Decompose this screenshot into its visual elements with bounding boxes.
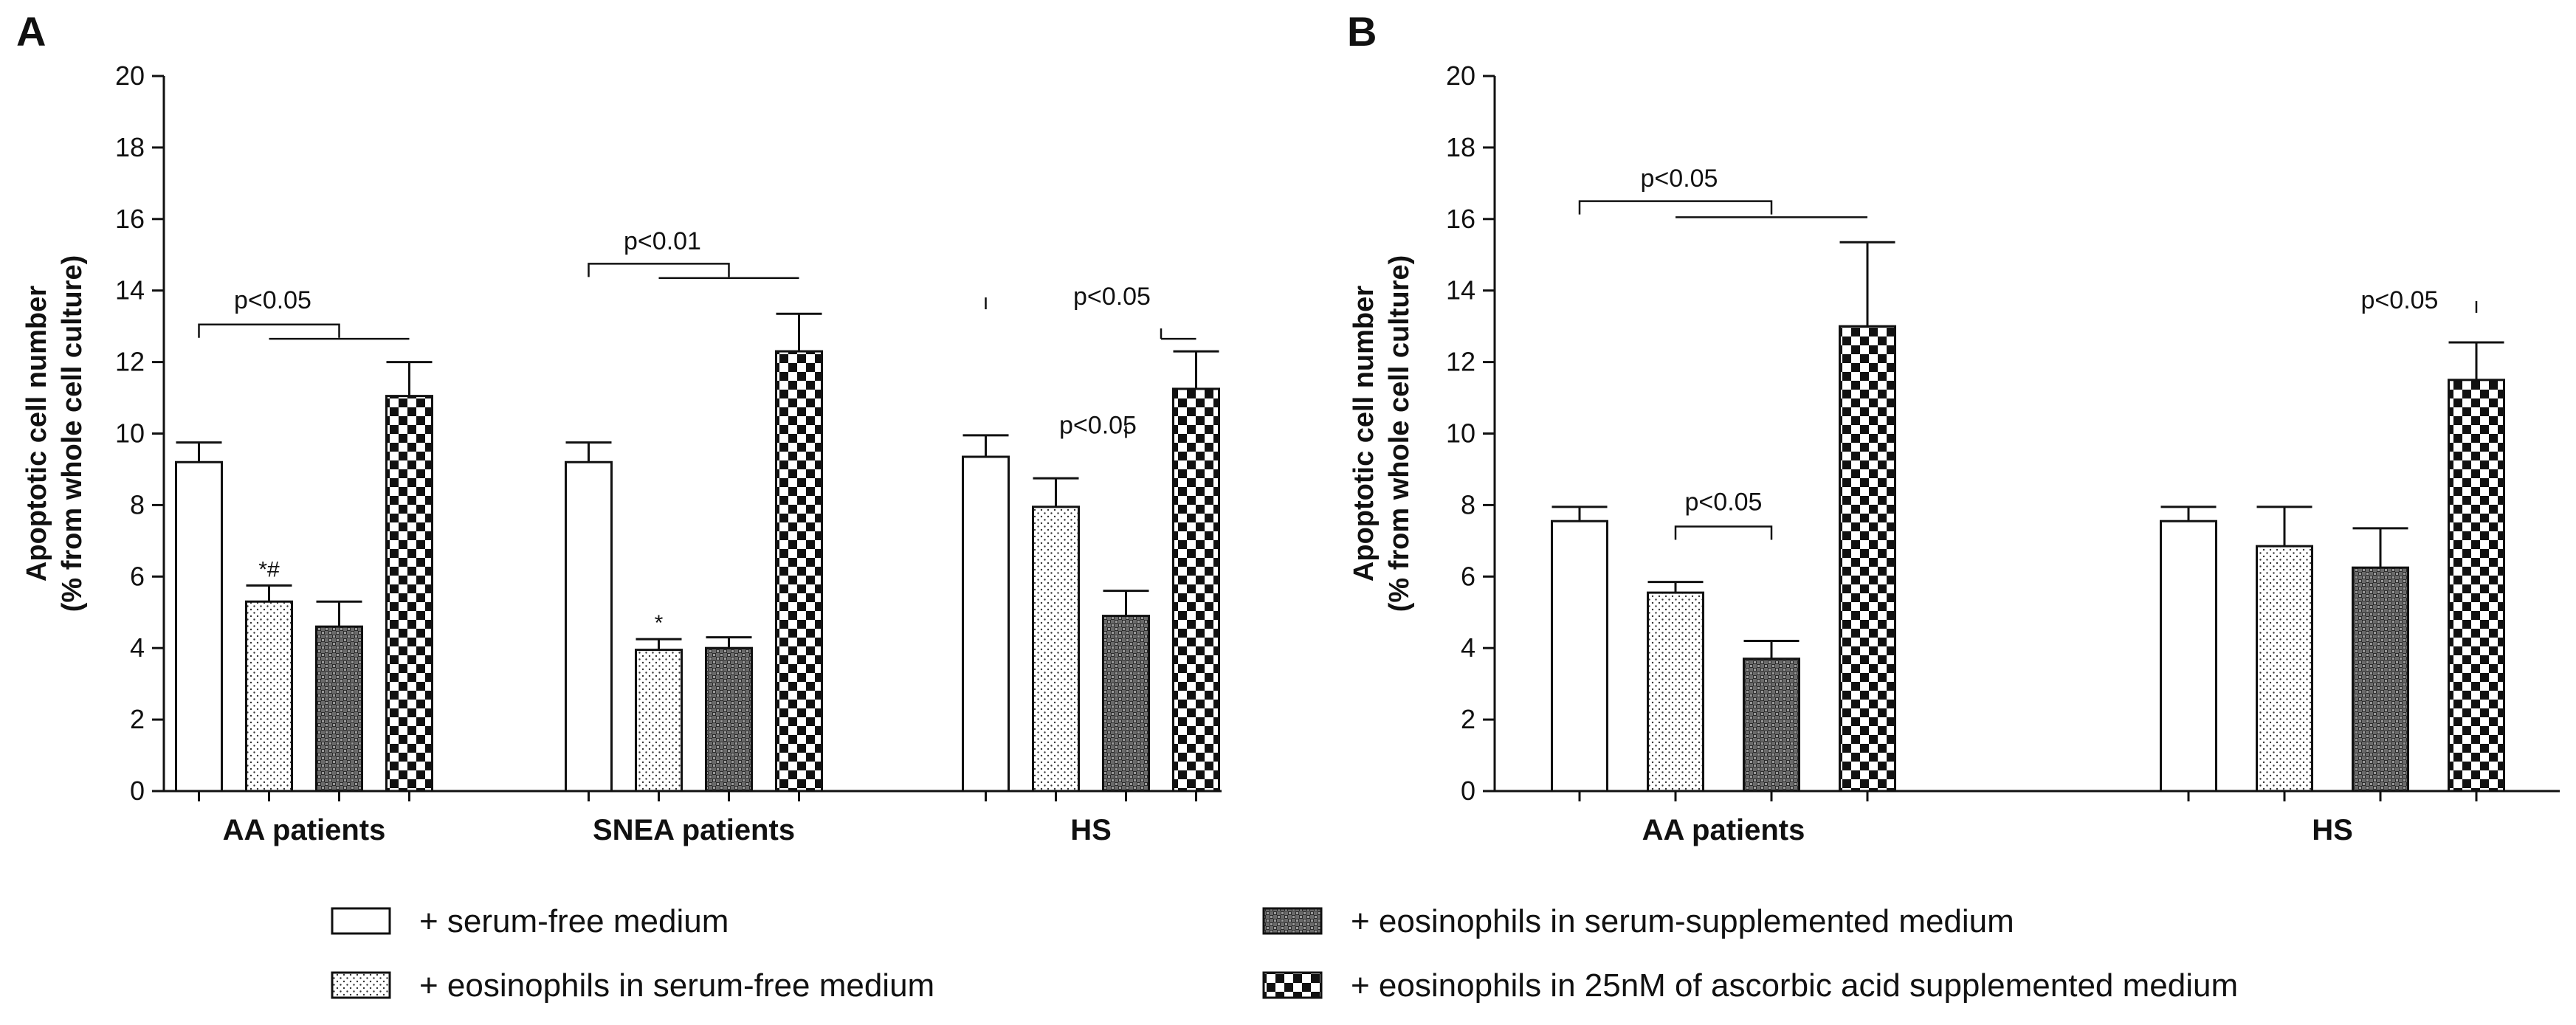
- y-tick-label: 12: [1446, 347, 1475, 377]
- category-label: HS: [2312, 814, 2353, 846]
- y-axis-label: Apoptotic cell number: [21, 286, 52, 581]
- legend-label: + eosinophils in 25nM of ascorbic acid s…: [1351, 967, 2238, 1004]
- p-value-label: p<0.05: [1641, 165, 1718, 193]
- y-tick-label: 8: [130, 489, 145, 520]
- significance-bracket: [1578, 200, 1773, 215]
- bar: [315, 625, 363, 793]
- legend-label: + serum-free medium: [419, 903, 729, 939]
- y-tick-label: 16: [115, 204, 145, 234]
- y-tick-label: 16: [1446, 204, 1475, 234]
- bar: [705, 646, 753, 793]
- y-axis-label: (% from whole cell culture): [57, 255, 88, 612]
- y-tick-label: 12: [115, 347, 145, 377]
- y-tick-label: 2: [130, 704, 145, 734]
- y-tick-label: 10: [1446, 418, 1475, 449]
- bar: [962, 455, 1010, 793]
- bar: [1102, 615, 1150, 793]
- y-tick-label: 4: [130, 632, 145, 663]
- bar: [175, 460, 223, 793]
- significance-marker: *: [655, 611, 664, 635]
- y-tick-label: 14: [115, 275, 145, 306]
- legend-swatch: [331, 971, 391, 999]
- p-value-label: p<0.05: [1059, 412, 1137, 440]
- y-tick-label: 6: [130, 561, 145, 591]
- bar: [565, 460, 613, 793]
- significance-bracket: [588, 263, 730, 277]
- y-tick-label: 14: [1446, 275, 1475, 306]
- p-value-label: p<0.05: [1685, 489, 1763, 517]
- p-value-label: p<0.01: [624, 227, 701, 255]
- p-value-label: p<0.05: [1073, 283, 1151, 311]
- panel-letter: A: [16, 8, 46, 55]
- y-tick-label: 0: [130, 776, 145, 806]
- bar: [775, 350, 823, 793]
- y-axis-label: (% from whole cell culture): [1384, 255, 1415, 612]
- bar: [245, 600, 293, 793]
- bar: [1551, 520, 1608, 793]
- p-value-label: p<0.05: [2361, 286, 2439, 314]
- significance-bracket: [1674, 525, 1773, 540]
- bar: [2160, 520, 2217, 793]
- significance-marker: *#: [258, 557, 280, 581]
- panel-letter: B: [1347, 8, 1377, 55]
- bar: [385, 395, 433, 793]
- bar: [1172, 387, 1220, 793]
- panel-b-chart: B 0 2 4 6 8 10 12 14 16 18 20 Apoptotic cell number(…: [1347, 8, 2560, 846]
- legend-swatch: [331, 907, 391, 935]
- panel-a-chart: A 0 2 4 6 8 10 12 14 16 18 20 Apoptotic cell number(…: [16, 8, 1222, 846]
- bar: [1743, 658, 1800, 793]
- legend-swatch: [1262, 971, 1323, 999]
- bar: [1839, 325, 1896, 793]
- legend: + serum-free medium + eosinophils in seru…: [331, 903, 2238, 1004]
- significance-bracket: [198, 323, 340, 338]
- y-tick-label: 4: [1461, 632, 1475, 663]
- y-tick-label: 20: [1446, 61, 1475, 91]
- category-label: SNEA patients: [593, 814, 795, 846]
- category-label: HS: [1070, 814, 1112, 846]
- bar: [635, 649, 683, 793]
- bar: [1032, 505, 1080, 793]
- bar: [2448, 379, 2505, 793]
- y-axis-label: Apoptotic cell number: [1349, 286, 1380, 581]
- p-value-label: p<0.05: [234, 286, 311, 314]
- legend-label: + eosinophils in serum-free medium: [419, 967, 934, 1004]
- category-label: AA patients: [1642, 814, 1805, 846]
- bar: [2352, 566, 2409, 793]
- y-tick-label: 8: [1461, 489, 1475, 520]
- y-tick-label: 10: [115, 418, 145, 449]
- bar: [2256, 545, 2313, 793]
- bar: [1647, 591, 1704, 793]
- y-tick-label: 20: [115, 61, 145, 91]
- y-tick-label: 0: [1461, 776, 1475, 806]
- y-tick-label: 2: [1461, 704, 1475, 734]
- y-tick-label: 18: [1446, 132, 1475, 162]
- y-tick-label: 18: [115, 132, 145, 162]
- y-tick-label: 6: [1461, 561, 1475, 591]
- legend-label: + eosinophils in serum-supplemented medi…: [1351, 903, 2014, 939]
- legend-swatch: [1262, 907, 1323, 935]
- category-label: AA patients: [223, 814, 386, 846]
